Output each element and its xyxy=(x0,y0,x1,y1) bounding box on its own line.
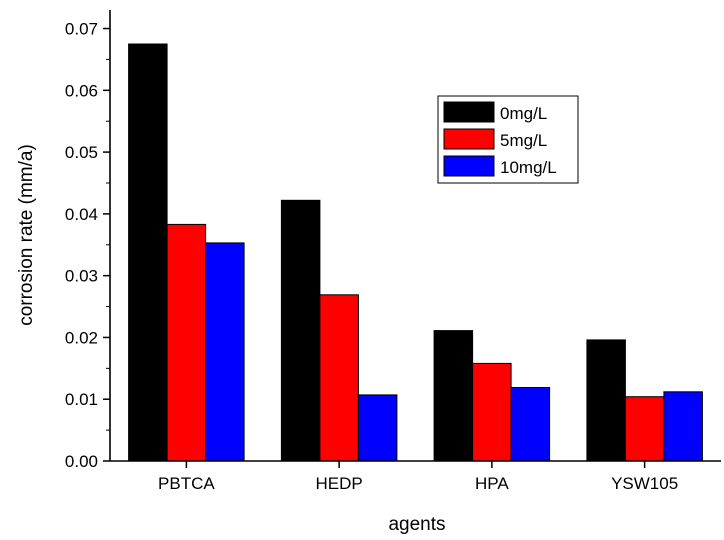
bars-group xyxy=(128,43,703,462)
legend-label: 10mg/L xyxy=(500,158,557,177)
bar-ysw105-10mgl xyxy=(663,391,703,462)
bar-ysw105-5mgl xyxy=(624,396,665,462)
bar-pbtca-0mgl xyxy=(128,43,168,462)
x-tick-label: HPA xyxy=(475,474,509,493)
y-tick-label: 0.07 xyxy=(65,20,98,39)
y-axis-title: corrosion rate (mm/a) xyxy=(16,144,37,326)
legend-swatch xyxy=(443,128,495,150)
y-tick-label: 0.03 xyxy=(65,267,98,286)
axes-group xyxy=(109,10,721,462)
y-tick-label: 0.06 xyxy=(65,81,98,100)
x-tick-label: YSW105 xyxy=(611,474,678,493)
x-tick-label: HEDP xyxy=(316,474,363,493)
bar-hpa-10mgl xyxy=(510,387,551,462)
x-axis-title: agents xyxy=(388,514,445,535)
legend-swatch xyxy=(443,155,495,177)
y-tick-label: 0.04 xyxy=(65,205,98,224)
legend-label: 0mg/L xyxy=(500,104,547,123)
x-tick-label: PBTCA xyxy=(158,474,215,493)
x-ticks-group: PBTCA HEDP HPA YSW105 xyxy=(158,461,678,493)
bar-hpa-5mgl xyxy=(472,362,512,462)
y-ticks-group: 0.00 0.01 0.02 0.03 0.04 0.05 0.06 0.07 xyxy=(65,20,110,471)
legend-label: 5mg/L xyxy=(500,131,547,150)
y-tick-label: 0.01 xyxy=(65,390,98,409)
bar-hpa-0mgl xyxy=(433,330,474,462)
y-tick-label: 0.05 xyxy=(65,143,98,162)
bar-pbtca-10mgl xyxy=(205,242,245,462)
bar-hedp-5mgl xyxy=(319,294,359,462)
y-tick-label: 0.00 xyxy=(65,452,98,471)
bar-pbtca-5mgl xyxy=(166,223,207,462)
y-tick-label: 0.02 xyxy=(65,328,98,347)
legend: 0mg/L 5mg/L 10mg/L xyxy=(437,95,579,184)
bar-ysw105-0mgl xyxy=(586,339,626,462)
legend-swatch xyxy=(443,101,495,123)
bar-hedp-0mgl xyxy=(280,199,321,462)
bar-hedp-10mgl xyxy=(357,394,398,462)
